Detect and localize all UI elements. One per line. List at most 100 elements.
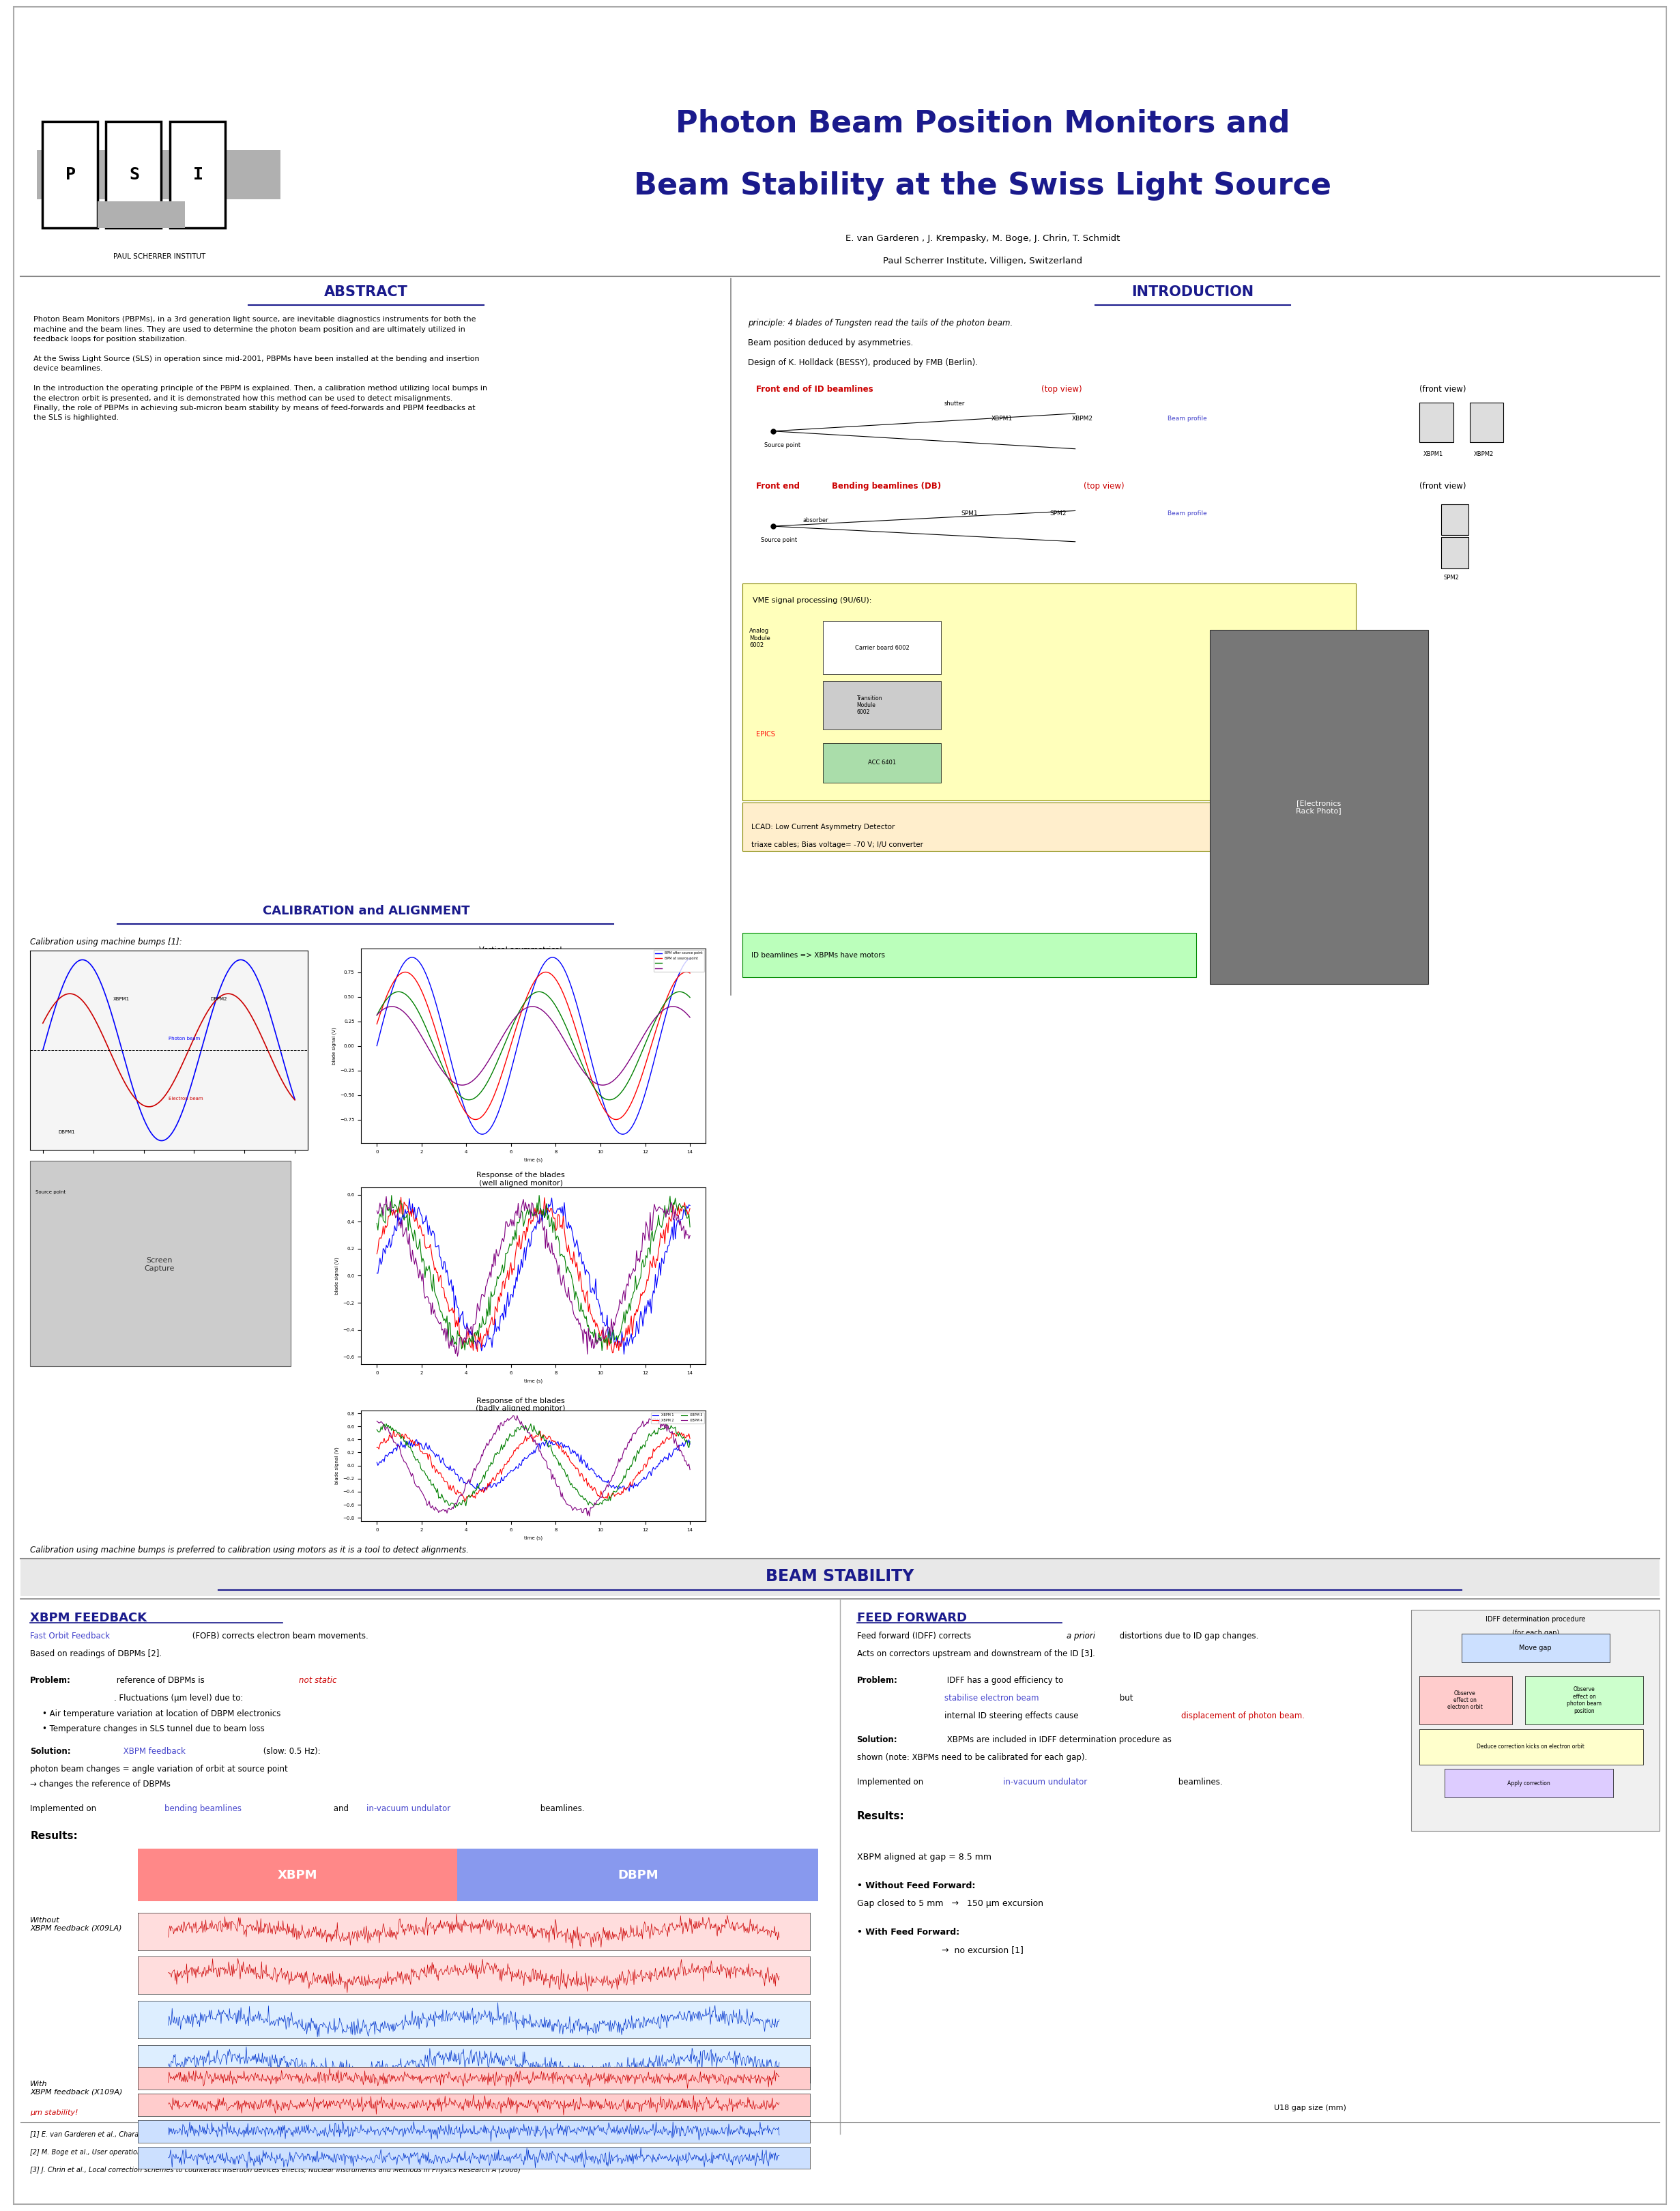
Text: Results:: Results:	[30, 1831, 77, 1842]
Y-axis label: blade signal (V): blade signal (V)	[334, 1448, 339, 1484]
Text: SPM2: SPM2	[1050, 511, 1067, 517]
XBPM 2	[561, 1448, 581, 1475]
Text: Response of the blades
(badly aligned monitor): Response of the blades (badly aligned mo…	[475, 1397, 566, 1413]
Text: • Temperature changes in SLS tunnel due to beam loss: • Temperature changes in SLS tunnel due …	[42, 1725, 264, 1733]
XBPM 1	[553, 1435, 573, 1461]
XBPM 3	[366, 1417, 386, 1444]
Text: S: S	[129, 166, 139, 184]
Text: XBPM1: XBPM1	[991, 416, 1013, 422]
Y-axis label: blade signal (V): blade signal (V)	[334, 1258, 339, 1293]
Text: Fast Orbit Feedback: Fast Orbit Feedback	[30, 1632, 111, 1641]
Text: a priori: a priori	[1067, 1632, 1095, 1641]
XBPM 2	[455, 1488, 475, 1515]
XBPM 2	[680, 1426, 701, 1453]
Text: . Fluctuations (μm level) due to:: . Fluctuations (μm level) due to:	[114, 1694, 244, 1702]
Text: SPM2: SPM2	[1443, 575, 1460, 581]
Text: DBPM1: DBPM1	[57, 1130, 76, 1134]
Text: Step 2: Step 2	[1554, 1672, 1571, 1678]
XBPM 3	[633, 1433, 654, 1459]
FancyBboxPatch shape	[1445, 1769, 1613, 1798]
Text: DBPM: DBPM	[618, 1868, 659, 1882]
FancyBboxPatch shape	[30, 1161, 291, 1366]
XBPM 4	[507, 1402, 528, 1428]
Text: XBPM1: XBPM1	[114, 997, 129, 1002]
Line: XBPM 2: XBPM 2	[376, 1431, 690, 1501]
FancyBboxPatch shape	[457, 1848, 818, 1901]
FancyBboxPatch shape	[1411, 1610, 1660, 1831]
Text: E. van Garderen , J. Krempasky, M. Boge, J. Chrin, T. Schmidt: E. van Garderen , J. Krempasky, M. Boge,…	[845, 234, 1121, 243]
Text: Source point: Source point	[761, 537, 798, 544]
X-axis label: time (s): time (s)	[524, 1159, 543, 1163]
Text: XBPM: XBPM	[277, 1868, 318, 1882]
Text: Electron beam: Electron beam	[168, 1097, 203, 1101]
XBPM 3	[680, 1428, 701, 1455]
Text: →  no excursion [1]: → no excursion [1]	[857, 1946, 1023, 1955]
XBPM 1	[633, 1466, 654, 1492]
XBPM 4	[580, 1503, 600, 1530]
Text: Design of K. Holldack (BESSY), produced by FMB (Berlin).: Design of K. Holldack (BESSY), produced …	[748, 358, 978, 367]
Text: IDFF has a good efficiency to: IDFF has a good efficiency to	[944, 1676, 1065, 1685]
XBPM 3	[652, 1415, 672, 1442]
Text: μm stability!: μm stability!	[30, 2109, 79, 2116]
Text: → changes the reference of DBPMs: → changes the reference of DBPMs	[30, 1780, 171, 1789]
Text: Beam position deduced by asymmetries.: Beam position deduced by asymmetries.	[748, 338, 912, 347]
FancyBboxPatch shape	[170, 122, 225, 228]
XBPM 1	[366, 1448, 386, 1475]
Text: Front end of ID beamlines: Front end of ID beamlines	[756, 385, 875, 394]
Text: (FOFB) corrects electron beam movements.: (FOFB) corrects electron beam movements.	[190, 1632, 368, 1641]
Text: Beam Stability at the Swiss Light Source: Beam Stability at the Swiss Light Source	[633, 170, 1332, 201]
Text: Based on readings of DBPMs [2].: Based on readings of DBPMs [2].	[30, 1649, 161, 1658]
XBPM 4	[553, 1486, 573, 1512]
Text: XBPM feedback: XBPM feedback	[121, 1747, 186, 1756]
Text: Vertical asymmetrical
bumps: Vertical asymmetrical bumps	[479, 946, 563, 962]
X-axis label: time (s): time (s)	[524, 1380, 543, 1384]
XBPM 1	[554, 1431, 575, 1457]
Text: (top view): (top view)	[1084, 482, 1124, 491]
Text: • Air temperature variation at location of DBPM electronics: • Air temperature variation at location …	[42, 1709, 281, 1718]
FancyBboxPatch shape	[1420, 1676, 1512, 1725]
Text: Source point: Source point	[764, 442, 801, 449]
Text: Solution:: Solution:	[30, 1747, 71, 1756]
Text: XBPM aligned at gap = 8.5 mm: XBPM aligned at gap = 8.5 mm	[857, 1853, 991, 1862]
Text: BEAM STABILITY: BEAM STABILITY	[766, 1568, 914, 1585]
Legend: BPM after source point, BPM at source point, , : BPM after source point, BPM at source po…	[654, 951, 704, 971]
Text: P: P	[66, 166, 76, 184]
Text: Calibration using machine bumps [1]:: Calibration using machine bumps [1]:	[30, 937, 181, 946]
Text: I: I	[193, 166, 203, 184]
XBPM 2	[633, 1457, 654, 1484]
Text: Problem:: Problem:	[857, 1676, 897, 1685]
Text: Results:: Results:	[857, 1811, 904, 1822]
Text: [3] J. Chrin et al., Local correction schemes to counteract insertion devices ef: [3] J. Chrin et al., Local correction sc…	[30, 2167, 521, 2173]
XBPM 2	[368, 1435, 388, 1461]
Text: Observe
effect on
electron orbit: Observe effect on electron orbit	[1446, 1689, 1483, 1711]
FancyBboxPatch shape	[13, 7, 1667, 2204]
Text: • With Feed Forward:: • With Feed Forward:	[857, 1928, 959, 1937]
Text: shown (note: XBPMs need to be calibrated for each gap).: shown (note: XBPMs need to be calibrated…	[857, 1753, 1087, 1762]
Text: VME signal processing (9U/6U):: VME signal processing (9U/6U):	[753, 597, 872, 604]
Line: XBPM 1: XBPM 1	[376, 1439, 690, 1490]
Text: IDFF determination procedure: IDFF determination procedure	[1485, 1616, 1586, 1623]
XBPM 4	[559, 1492, 580, 1519]
Text: ID beamlines => XBPMs have motors: ID beamlines => XBPMs have motors	[751, 951, 885, 960]
XBPM 3	[445, 1495, 465, 1521]
Text: XBPMs are included in IDFF determination procedure as: XBPMs are included in IDFF determination…	[944, 1736, 1171, 1744]
Text: shutter: shutter	[944, 400, 964, 407]
FancyBboxPatch shape	[97, 201, 185, 228]
Text: CALIBRATION and ALIGNMENT: CALIBRATION and ALIGNMENT	[262, 904, 470, 918]
Text: Screen
Capture: Screen Capture	[144, 1258, 175, 1271]
Text: absorber: absorber	[803, 517, 828, 524]
Text: Front end: Front end	[756, 482, 803, 491]
XBPM 2	[383, 1417, 403, 1444]
Text: XBPM FEEDBACK: XBPM FEEDBACK	[30, 1612, 148, 1625]
Text: LCAD: Low Current Asymmetry Detector: LCAD: Low Current Asymmetry Detector	[751, 822, 894, 831]
X-axis label: time (s): time (s)	[524, 1537, 543, 1541]
Text: Photon beam: Photon beam	[168, 1037, 200, 1041]
XBPM 4	[366, 1408, 386, 1435]
Text: ABSTRACT: ABSTRACT	[324, 285, 408, 298]
XBPM 2	[556, 1439, 576, 1466]
Text: Beam profile: Beam profile	[1168, 416, 1206, 422]
XBPM 4	[368, 1408, 388, 1435]
Line: XBPM 3: XBPM 3	[376, 1424, 690, 1508]
Text: Transition
Module
6002: Transition Module 6002	[857, 694, 882, 716]
Text: DBPM2: DBPM2	[210, 997, 227, 1002]
